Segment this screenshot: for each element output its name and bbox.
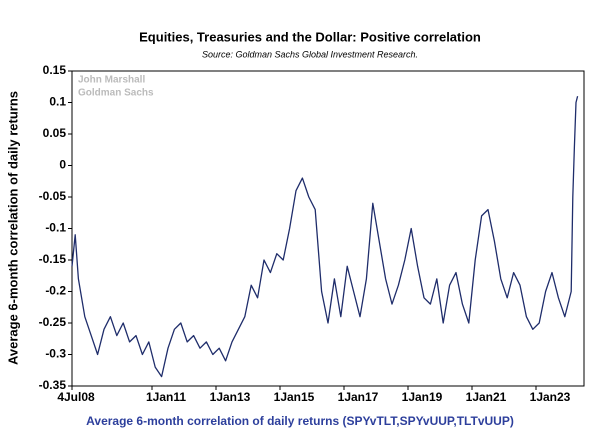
y-tick-label: -0.2: [45, 284, 66, 298]
data-line: [71, 96, 579, 378]
y-tick-label: -0.35: [39, 378, 67, 392]
y-tick-label: -0.15: [39, 252, 67, 266]
x-axis-label: Average 6-month correlation of daily ret…: [86, 414, 514, 428]
x-tick-label: 1Jan19: [402, 390, 443, 404]
y-tick-label: 0.05: [43, 126, 67, 140]
y-axis-label: Average 6-month correlation of daily ret…: [5, 91, 20, 365]
x-tick-label: 1Jan13: [210, 390, 251, 404]
chart-subtitle: Source: Goldman Sachs Global Investment …: [202, 49, 418, 59]
x-tick-label: 1Jan21: [466, 390, 507, 404]
y-tick-label: -0.3: [45, 347, 66, 361]
y-tick-label: 0: [59, 158, 66, 172]
y-tick-label: 0.1: [49, 95, 66, 109]
x-tick-label: 1Jan15: [274, 390, 315, 404]
watermark: John Marshall: [78, 75, 145, 86]
x-tick-label: 1Jan17: [338, 390, 379, 404]
x-tick-label: 4Jul08: [57, 390, 95, 404]
x-tick-label: 1Jan23: [530, 390, 571, 404]
chart-title: Equities, Treasuries and the Dollar: Pos…: [139, 29, 481, 44]
x-tick-label: 1Jan11: [146, 390, 186, 404]
y-tick-label: 0.15: [43, 63, 67, 77]
y-tick-label: -0.25: [39, 315, 67, 329]
watermark: Goldman Sachs: [78, 88, 154, 99]
y-tick-label: -0.05: [39, 189, 67, 203]
y-tick-label: -0.1: [45, 221, 66, 235]
plot-frame: [71, 70, 585, 387]
